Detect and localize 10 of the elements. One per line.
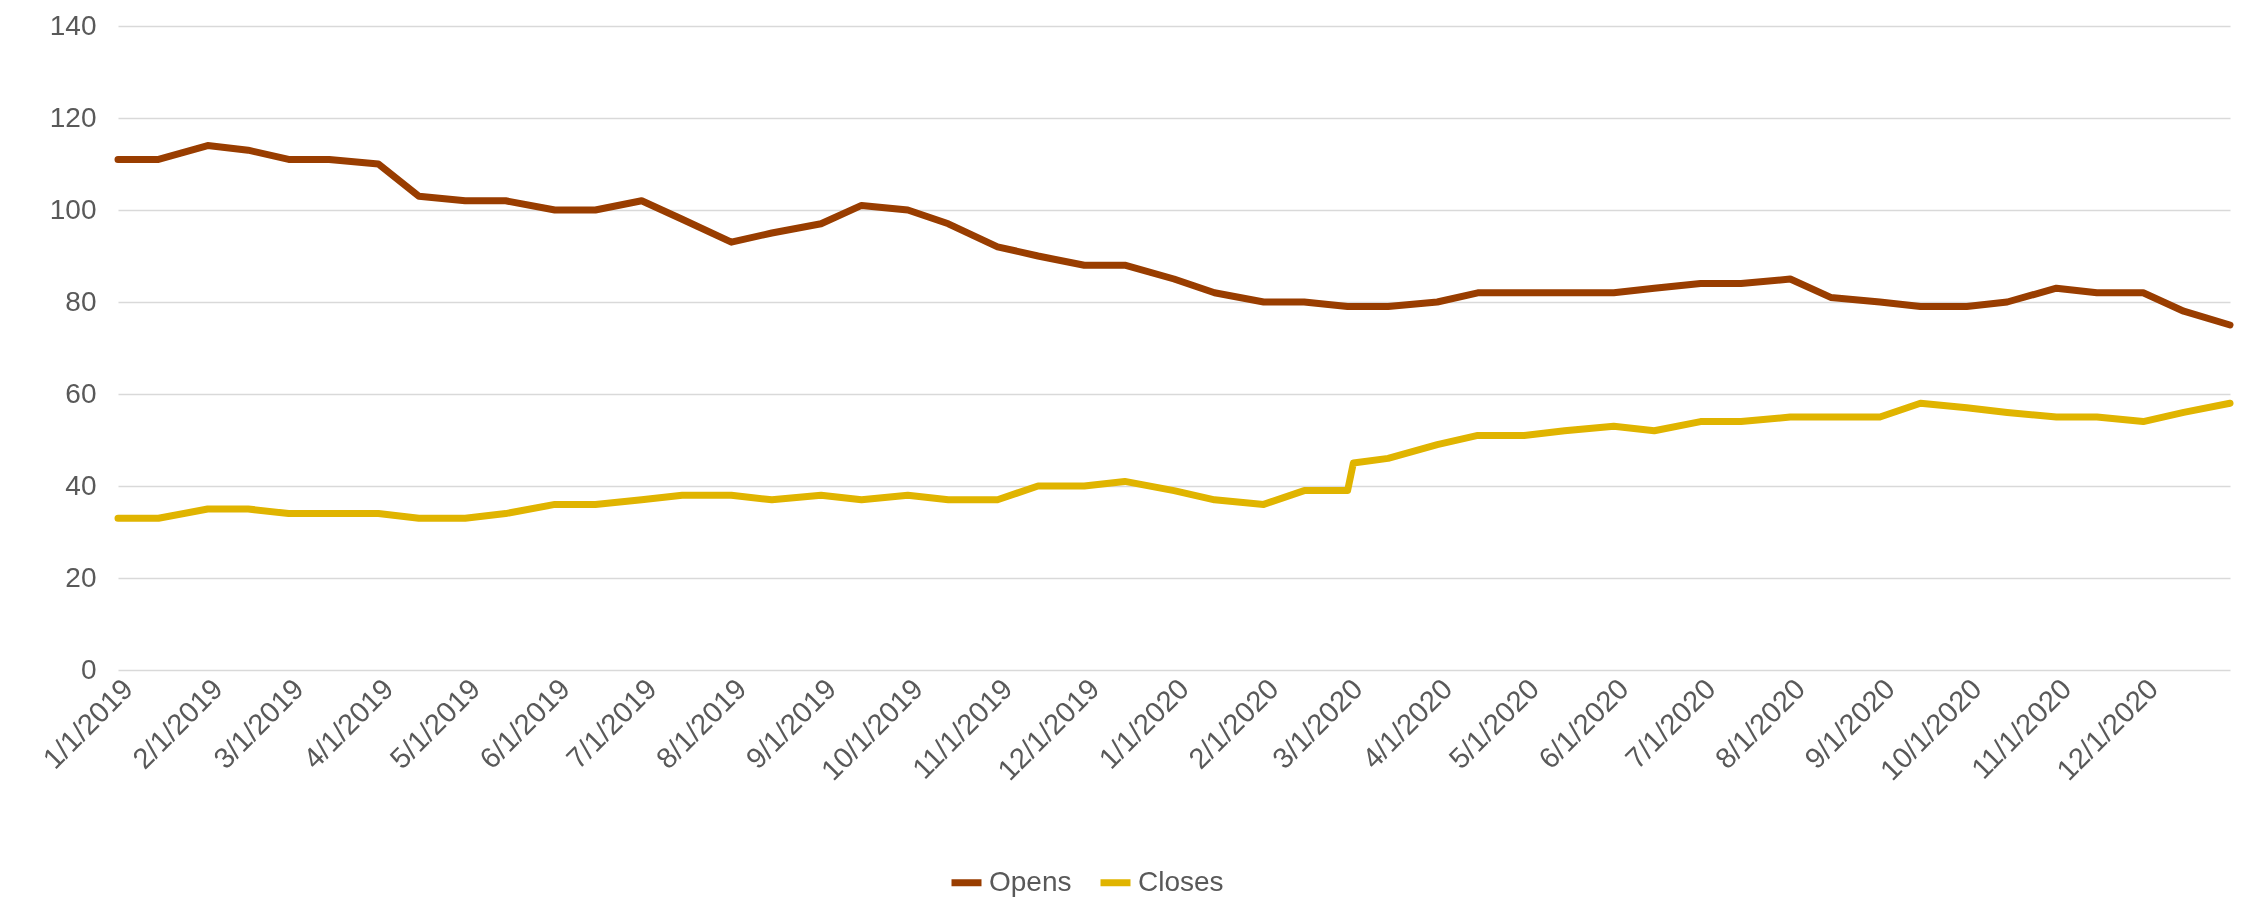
y-tick-label: 0: [80, 653, 97, 685]
y-tick-label: 120: [49, 101, 97, 133]
y-tick-label: 80: [65, 285, 97, 317]
y-tick-label: 140: [49, 9, 97, 41]
legend-label: Opens: [989, 865, 1072, 897]
y-tick-label: 20: [65, 561, 97, 593]
legend-label: Closes: [1138, 865, 1224, 897]
y-tick-label: 60: [65, 377, 97, 409]
y-tick-label: 100: [49, 193, 97, 225]
y-tick-label: 40: [65, 469, 97, 501]
